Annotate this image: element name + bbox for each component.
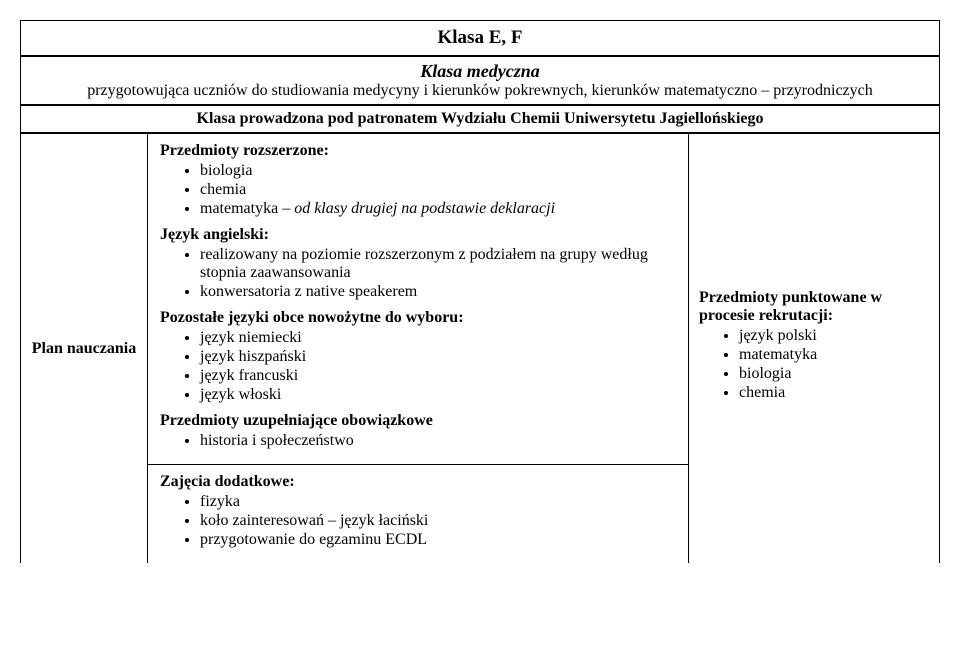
list-item-italic: od klasy drugiej na podstawie deklaracji xyxy=(294,200,555,217)
list-item: konwersatoria z native speakerem xyxy=(200,283,678,301)
list-item: realizowany na poziomie rozszerzonym z p… xyxy=(200,246,678,282)
list-item: historia i społeczeństwo xyxy=(200,432,678,450)
content-additional: Zajęcia dodatkowe: fizyka koło zainteres… xyxy=(148,465,689,564)
right-list: język polski matematyka biologia chemia xyxy=(699,327,929,402)
class-description: Klasa medyczna przygotowująca uczniów do… xyxy=(20,56,940,105)
list-item: chemia xyxy=(200,181,678,199)
angielski-list: realizowany na poziomie rozszerzonym z p… xyxy=(160,246,678,301)
curriculum-table: Plan nauczania Przedmioty rozszerzone: b… xyxy=(20,133,940,563)
list-item: biologia xyxy=(739,365,929,383)
obce-list: język niemiecki język hiszpański język f… xyxy=(160,329,678,404)
content-main: Przedmioty rozszerzone: biologia chemia … xyxy=(148,134,689,465)
rozszerzone-list: biologia chemia matematyka – od klasy dr… xyxy=(160,162,678,218)
list-item-prefix: matematyka – xyxy=(200,200,294,217)
list-item: przygotowanie do egzaminu ECDL xyxy=(200,531,678,549)
angielski-label: Język angielski: xyxy=(160,226,678,244)
class-heading: Klasa medyczna xyxy=(29,61,931,82)
list-item: język niemiecki xyxy=(200,329,678,347)
rozszerzone-label: Przedmioty rozszerzone: xyxy=(160,142,678,160)
right-heading: Przedmioty punktowane w procesie rekruta… xyxy=(699,289,929,325)
list-item: matematyka – od klasy drugiej na podstaw… xyxy=(200,200,678,218)
uzup-label: Przedmioty uzupełniające obowiązkowe xyxy=(160,412,678,430)
right-cell: Przedmioty punktowane w procesie rekruta… xyxy=(689,134,940,564)
plan-label-cell: Plan nauczania xyxy=(21,134,148,564)
class-subline: przygotowująca uczniów do studiowania me… xyxy=(29,82,931,100)
list-item: biologia xyxy=(200,162,678,180)
list-item: język hiszpański xyxy=(200,348,678,366)
list-item: język włoski xyxy=(200,386,678,404)
patronage-row: Klasa prowadzona pod patronatem Wydziału… xyxy=(20,105,940,133)
list-item: fizyka xyxy=(200,493,678,511)
list-item: język francuski xyxy=(200,367,678,385)
list-item: chemia xyxy=(739,384,929,402)
obce-label: Pozostałe języki obce nowożytne do wybor… xyxy=(160,309,678,327)
list-item: język polski xyxy=(739,327,929,345)
page-title: Klasa E, F xyxy=(20,20,940,56)
dodatkowe-list: fizyka koło zainteresowań – język łacińs… xyxy=(160,493,678,549)
list-item: koło zainteresowań – język łaciński xyxy=(200,512,678,530)
uzup-list: historia i społeczeństwo xyxy=(160,432,678,450)
dodatkowe-label: Zajęcia dodatkowe: xyxy=(160,473,678,491)
list-item: matematyka xyxy=(739,346,929,364)
